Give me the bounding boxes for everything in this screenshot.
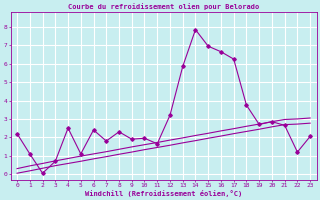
X-axis label: Windchill (Refroidissement éolien,°C): Windchill (Refroidissement éolien,°C): [85, 190, 242, 197]
Title: Courbe du refroidissement olien pour Belorado: Courbe du refroidissement olien pour Bel…: [68, 3, 259, 10]
